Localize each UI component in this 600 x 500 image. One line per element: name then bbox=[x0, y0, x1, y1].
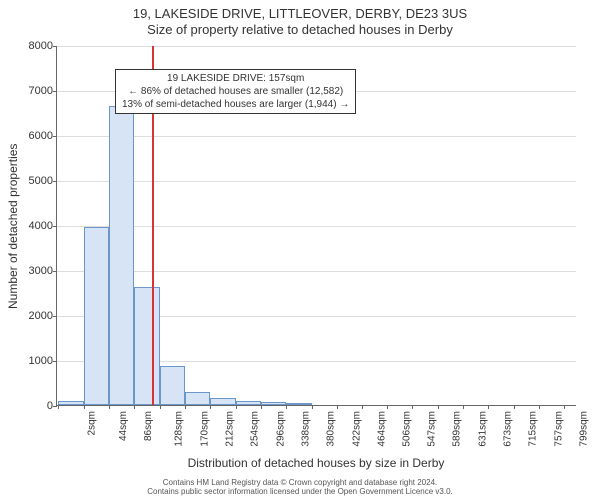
histogram-bar bbox=[210, 398, 235, 405]
y-tick-label: 6000 bbox=[29, 130, 57, 142]
x-tick-mark bbox=[488, 405, 489, 409]
x-tick-label: 715sqm bbox=[528, 411, 539, 447]
x-tick-label: 631sqm bbox=[477, 411, 488, 447]
annotation-line3: 13% of semi-detached houses are larger (… bbox=[122, 98, 349, 111]
histogram-bar bbox=[286, 403, 311, 405]
x-tick-mark bbox=[337, 405, 338, 409]
plot-area: 010002000300040005000600070008000 19 LAK… bbox=[56, 46, 576, 406]
x-tick-mark bbox=[210, 405, 211, 409]
annotation-line1: 19 LAKESIDE DRIVE: 157sqm bbox=[122, 72, 349, 85]
x-tick-label: 757sqm bbox=[553, 411, 564, 447]
y-tick-label: 1000 bbox=[29, 355, 57, 367]
x-tick-mark bbox=[438, 405, 439, 409]
histogram-bar bbox=[160, 366, 185, 405]
x-tick-label: 254sqm bbox=[250, 411, 261, 447]
y-tick-label: 4000 bbox=[29, 220, 57, 232]
gridline bbox=[57, 46, 576, 47]
x-tick-label: 212sqm bbox=[224, 411, 235, 447]
y-tick-label: 2000 bbox=[29, 310, 57, 322]
gridline bbox=[57, 136, 576, 137]
x-tick-mark bbox=[84, 405, 85, 409]
x-tick-mark bbox=[134, 405, 135, 409]
annotation-box: 19 LAKESIDE DRIVE: 157sqm ← 86% of detac… bbox=[115, 69, 356, 114]
histogram-bar bbox=[109, 106, 134, 405]
x-tick-mark bbox=[564, 405, 565, 409]
x-tick-mark bbox=[185, 405, 186, 409]
chart-title-line1: 19, LAKESIDE DRIVE, LITTLEOVER, DERBY, D… bbox=[0, 6, 600, 22]
histogram-bar bbox=[236, 401, 261, 405]
histogram-chart: 19, LAKESIDE DRIVE, LITTLEOVER, DERBY, D… bbox=[0, 0, 600, 500]
y-tick-label: 5000 bbox=[29, 175, 57, 187]
x-tick-label: 44sqm bbox=[118, 411, 129, 441]
x-tick-label: 128sqm bbox=[174, 411, 185, 447]
x-tick-label: 547sqm bbox=[427, 411, 438, 447]
x-tick-mark bbox=[387, 405, 388, 409]
x-tick-mark bbox=[539, 405, 540, 409]
x-tick-mark bbox=[160, 405, 161, 409]
x-tick-mark bbox=[362, 405, 363, 409]
x-tick-label: 86sqm bbox=[143, 411, 154, 441]
x-tick-mark bbox=[58, 405, 59, 409]
annotation-line2: ← 86% of detached houses are smaller (12… bbox=[122, 85, 349, 98]
y-tick-label: 7000 bbox=[29, 85, 57, 97]
chart-title-line2: Size of property relative to detached ho… bbox=[0, 22, 600, 38]
x-tick-label: 170sqm bbox=[199, 411, 210, 447]
y-tick-label: 0 bbox=[47, 400, 57, 412]
y-axis-title: Number of detached properties bbox=[6, 46, 20, 406]
x-tick-mark bbox=[261, 405, 262, 409]
x-tick-label: 296sqm bbox=[275, 411, 286, 447]
x-tick-mark bbox=[109, 405, 110, 409]
gridline bbox=[57, 226, 576, 227]
footer-line2: Contains public sector information licen… bbox=[0, 487, 600, 497]
x-tick-label: 338sqm bbox=[300, 411, 311, 447]
chart-title-block: 19, LAKESIDE DRIVE, LITTLEOVER, DERBY, D… bbox=[0, 6, 600, 39]
x-tick-label: 464sqm bbox=[376, 411, 387, 447]
histogram-bar bbox=[134, 287, 159, 405]
x-tick-label: 422sqm bbox=[351, 411, 362, 447]
x-tick-mark bbox=[312, 405, 313, 409]
y-tick-label: 8000 bbox=[29, 40, 57, 52]
histogram-bar bbox=[84, 227, 109, 405]
footer: Contains HM Land Registry data © Crown c… bbox=[0, 478, 600, 497]
x-tick-mark bbox=[463, 405, 464, 409]
x-tick-label: 2sqm bbox=[87, 411, 98, 435]
x-tick-mark bbox=[286, 405, 287, 409]
x-tick-label: 673sqm bbox=[503, 411, 514, 447]
x-tick-mark bbox=[412, 405, 413, 409]
footer-line1: Contains HM Land Registry data © Crown c… bbox=[0, 478, 600, 488]
histogram-bar bbox=[261, 402, 286, 405]
x-tick-label: 506sqm bbox=[402, 411, 413, 447]
histogram-bar bbox=[58, 401, 83, 405]
y-tick-label: 3000 bbox=[29, 265, 57, 277]
x-tick-mark bbox=[514, 405, 515, 409]
gridline bbox=[57, 271, 576, 272]
x-tick-mark bbox=[236, 405, 237, 409]
x-axis-title: Distribution of detached houses by size … bbox=[56, 456, 576, 470]
x-tick-label: 589sqm bbox=[452, 411, 463, 447]
histogram-bar bbox=[185, 392, 210, 406]
gridline bbox=[57, 181, 576, 182]
x-tick-label: 799sqm bbox=[579, 411, 590, 447]
x-tick-label: 380sqm bbox=[326, 411, 337, 447]
